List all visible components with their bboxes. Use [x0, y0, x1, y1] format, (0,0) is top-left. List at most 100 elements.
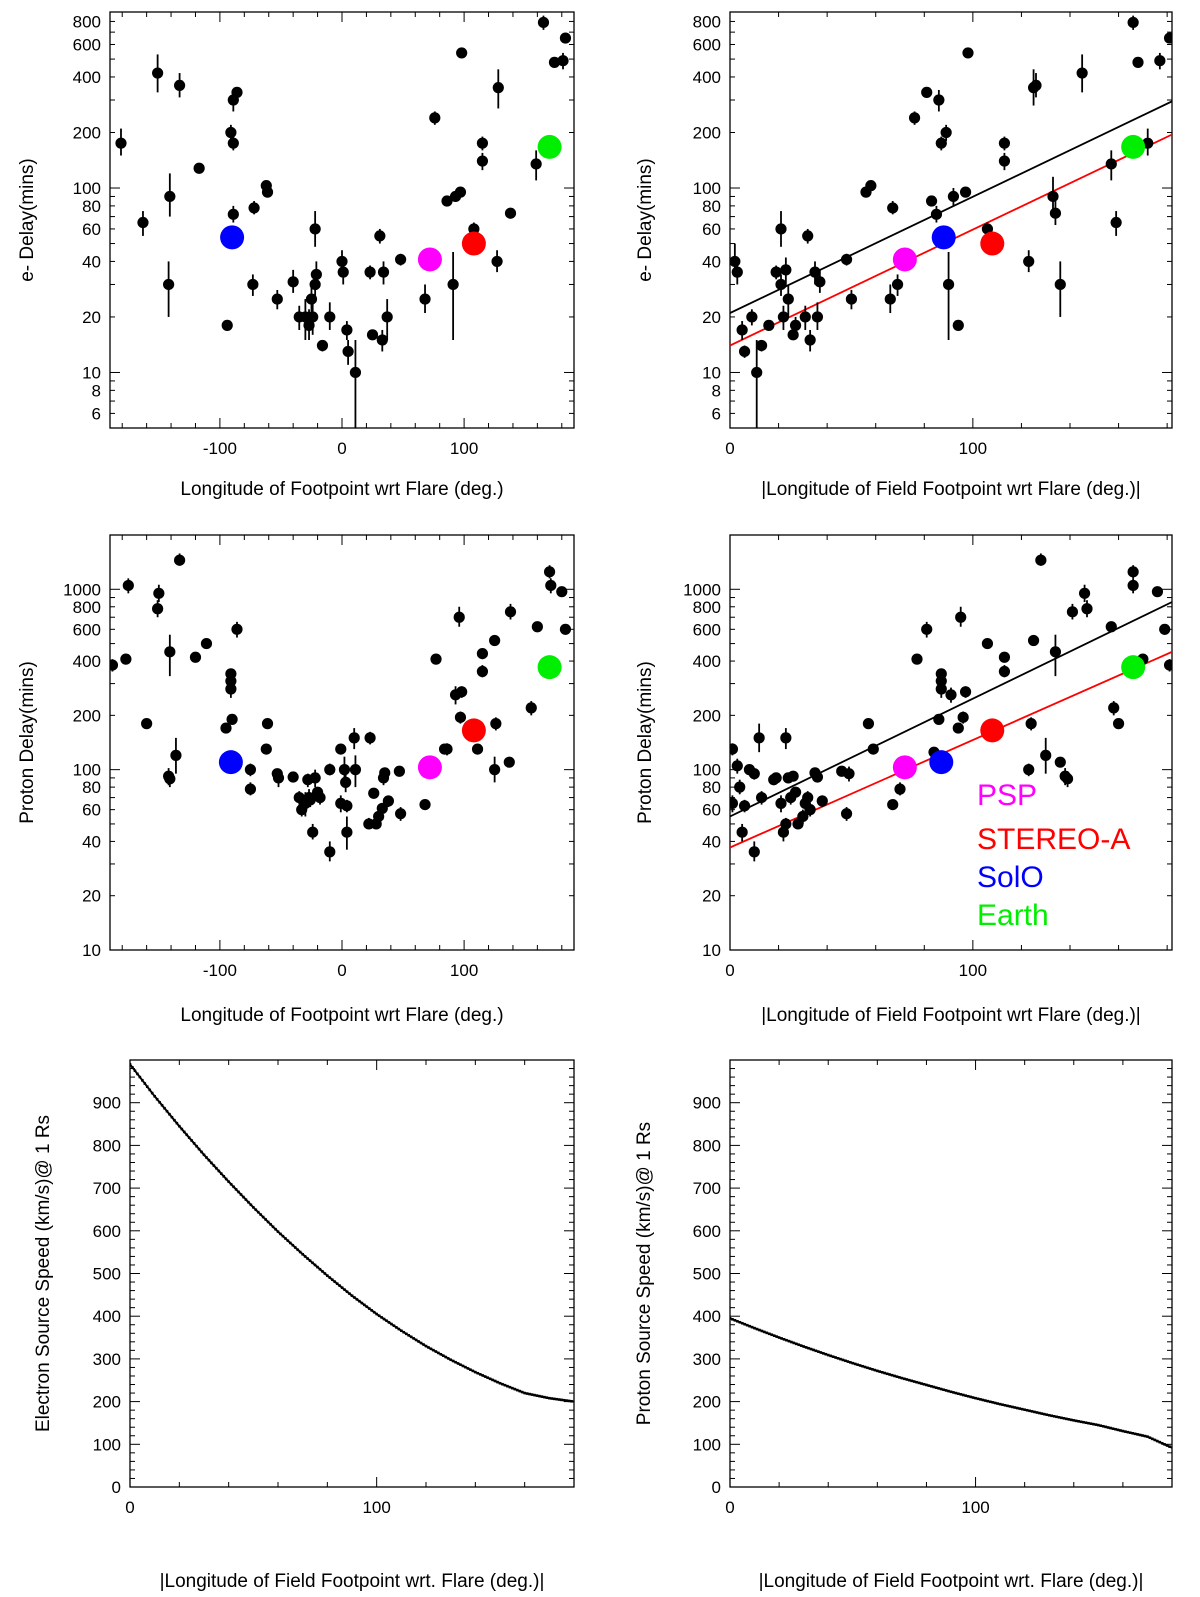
y-tick-label: 20 [82, 308, 101, 327]
curve-marker [133, 1069, 137, 1072]
data-point [775, 797, 787, 809]
data-point [1163, 659, 1172, 671]
data-point [789, 786, 802, 798]
curve-marker [478, 1373, 482, 1376]
data-point [1027, 634, 1040, 647]
curve-marker [1094, 1423, 1098, 1426]
data-point [887, 202, 899, 214]
data-point [338, 764, 351, 776]
y-tick-label: 6 [712, 404, 721, 423]
y-tick-label: 400 [73, 68, 101, 87]
data-point [476, 647, 489, 660]
curve-marker [543, 1395, 546, 1399]
speed-curve [130, 1063, 574, 1403]
curve-marker [491, 1378, 494, 1382]
data-point [731, 760, 743, 772]
curve-marker [998, 1402, 1002, 1406]
curve-marker [991, 1401, 995, 1404]
curve-marker [254, 1208, 258, 1212]
curve-marker [937, 1387, 941, 1390]
curve-marker [130, 1062, 132, 1066]
curve-marker [733, 1318, 737, 1322]
data-point [1163, 32, 1172, 44]
spacecraft-point-psp [892, 247, 917, 272]
y-tick-label: 100 [73, 761, 101, 780]
curve-marker [1126, 1430, 1130, 1434]
data-point [152, 603, 164, 615]
curve-marker [461, 1364, 465, 1368]
curve-marker [261, 1215, 265, 1219]
curve-marker [856, 1363, 859, 1367]
curve-marker [927, 1384, 931, 1387]
curve-marker [323, 1272, 327, 1275]
data-point [309, 223, 321, 235]
data-point [935, 668, 947, 680]
curve-marker [264, 1218, 267, 1221]
curve-marker [829, 1354, 832, 1358]
data-point [260, 743, 272, 755]
curve-marker [1116, 1428, 1120, 1432]
curve-marker [360, 1301, 364, 1305]
curve-marker [316, 1265, 319, 1269]
y-tick-label: 20 [702, 887, 721, 906]
x-axis-label: |Longitude of Field Footpoint wrt Flare … [761, 1005, 1141, 1026]
y-tick-label: 40 [82, 252, 101, 271]
curve-marker [1043, 1412, 1046, 1416]
curve-marker [1011, 1405, 1014, 1409]
curve-marker [809, 1347, 813, 1351]
data-point [1061, 773, 1074, 785]
curve-marker [155, 1097, 159, 1101]
curve-marker [1033, 1410, 1036, 1414]
curve-marker [920, 1382, 923, 1385]
data-point [491, 255, 503, 268]
curve-marker [807, 1346, 810, 1350]
y-tick-label: 200 [93, 1393, 121, 1412]
y-tick-label: 1000 [683, 580, 721, 599]
curve-marker [799, 1344, 803, 1347]
y-tick-label: 600 [693, 620, 721, 639]
curve-marker [456, 1362, 460, 1365]
plot-frame [129, 1059, 575, 1488]
curve-marker [565, 1399, 568, 1402]
curve-marker [390, 1322, 393, 1326]
curve-marker [1050, 1414, 1053, 1418]
curve-marker [192, 1142, 196, 1145]
data-point [231, 623, 243, 635]
y-tick-label: 10 [702, 363, 721, 382]
chart-panel-3: -100 0 10010204060801002004006008001000Lon… [17, 534, 575, 1026]
data-point [489, 764, 501, 776]
data-point [248, 202, 260, 214]
data-point [468, 223, 480, 235]
curve-marker [138, 1075, 142, 1079]
data-point [193, 162, 205, 174]
data-point [225, 668, 237, 680]
spacecraft-point-psp [892, 755, 917, 780]
curve-marker [380, 1316, 383, 1319]
curve-marker [1155, 1439, 1159, 1443]
curve-marker [515, 1388, 519, 1392]
data-point [940, 126, 952, 139]
curve-marker [1052, 1414, 1056, 1418]
curve-marker [893, 1374, 896, 1378]
curve-marker [885, 1372, 889, 1376]
curve-marker [160, 1103, 164, 1107]
y-tick-label: 200 [73, 123, 101, 142]
y-tick-label: 0 [112, 1478, 121, 1497]
spacecraft-point-psp [417, 247, 442, 272]
legend-label-stereoa: STEREO-A [977, 823, 1130, 856]
curve-marker [1045, 1413, 1049, 1417]
y-tick-label: 400 [693, 68, 721, 87]
data-point [935, 137, 947, 149]
curve-marker [143, 1082, 147, 1085]
curve-marker [1141, 1434, 1144, 1437]
curve-marker [1040, 1412, 1044, 1415]
curve-marker [974, 1396, 977, 1400]
curve-marker [1089, 1422, 1093, 1425]
curve-marker [131, 1066, 134, 1069]
data-point [780, 732, 792, 744]
data-point [1076, 67, 1088, 79]
data-point [738, 800, 751, 812]
curve-marker [1114, 1427, 1117, 1431]
y-tick-label: 200 [693, 706, 721, 725]
y-tick-label: 80 [702, 197, 721, 216]
